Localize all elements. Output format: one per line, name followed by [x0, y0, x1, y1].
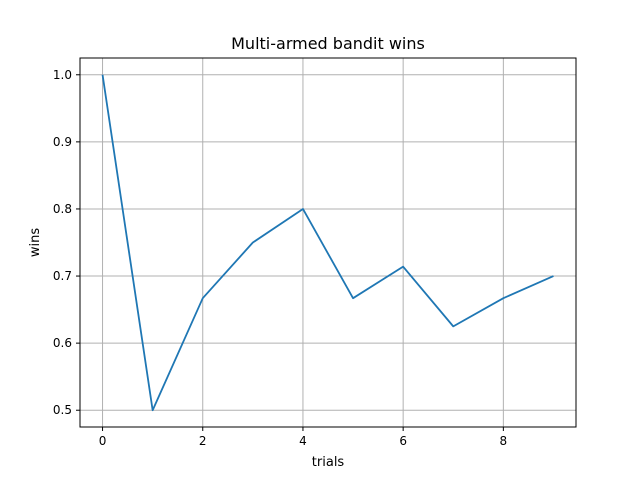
x-axis: 0 2 4 6 8 — [99, 427, 507, 448]
x-axis-label: trials — [312, 455, 345, 470]
x-tick-label: 0 — [99, 434, 107, 448]
grid — [80, 58, 576, 427]
y-tick-label: 0.8 — [53, 202, 72, 216]
x-tick-label: 4 — [299, 434, 307, 448]
series-layer — [101, 74, 554, 412]
x-tick-label: 6 — [399, 434, 407, 448]
y-tick-label: 0.9 — [53, 135, 72, 149]
plot-frame — [79, 57, 577, 428]
series-line — [101, 74, 554, 412]
y-tick-label: 0.6 — [53, 336, 72, 350]
chart-title: Multi-armed bandit wins — [231, 34, 425, 53]
y-tick-label: 1.0 — [53, 68, 72, 82]
x-tick-label: 8 — [500, 434, 508, 448]
y-tick-label: 0.5 — [53, 403, 72, 417]
y-axis: 0.5 0.6 0.7 0.8 0.9 1.0 — [53, 68, 80, 417]
y-tick-label: 0.7 — [53, 269, 72, 283]
y-axis-label: wins — [28, 228, 43, 257]
x-tick-label: 2 — [199, 434, 207, 448]
